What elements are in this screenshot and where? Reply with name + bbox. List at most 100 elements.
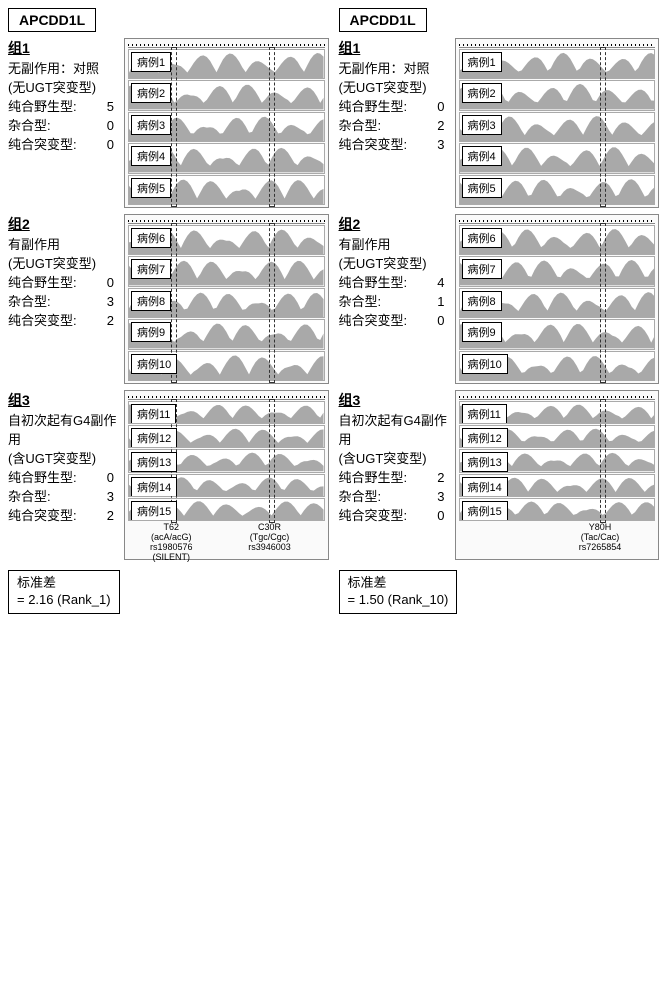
count-value: 2 xyxy=(107,312,114,331)
tracks-container: 病例11 病例12 病例13 病例14 病例15 xyxy=(128,401,325,521)
case-label: 病例5 xyxy=(131,178,171,198)
count-label: 纯合野生型: xyxy=(8,274,77,293)
group-subtitle: 自初次起有G4副作用 xyxy=(339,412,449,450)
group-text: 组2 有副作用 (无UGT突变型) 纯合野生型:4 杂合型:1 纯合突变型:0 xyxy=(339,214,449,384)
coverage-track: 病例14 xyxy=(459,474,656,497)
group-title: 组2 xyxy=(8,214,118,234)
group-note: (无UGT突变型) xyxy=(8,79,118,98)
count-value: 2 xyxy=(437,117,444,136)
variant-annotation-row: Y80H(Tac/Cac)rs7265854 xyxy=(459,523,656,557)
group-title: 组3 xyxy=(339,390,449,410)
group-subtitle: 有副作用 xyxy=(8,236,118,255)
right-group-2: 组2 有副作用 (无UGT突变型) 纯合野生型:4 杂合型:1 纯合突变型:0 … xyxy=(339,214,660,384)
coverage-track: 病例6 xyxy=(459,225,656,255)
count-value: 1 xyxy=(437,293,444,312)
count-label: 纯合野生型: xyxy=(8,98,77,117)
case-label: 病例15 xyxy=(131,501,177,521)
count-value: 0 xyxy=(107,469,114,488)
count-label: 纯合突变型: xyxy=(8,507,77,526)
group-text: 组3 自初次起有G4副作用 (含UGT突变型) 纯合野生型:0 杂合型:3 纯合… xyxy=(8,390,118,560)
gene-label-left: APCDD1L xyxy=(8,8,96,32)
coverage-chart: 病例6 病例7 病例8 病例9 病例10 xyxy=(455,214,660,384)
gene-label-right: APCDD1L xyxy=(339,8,427,32)
coverage-track: 病例14 xyxy=(128,474,325,497)
case-label: 病例7 xyxy=(462,259,502,279)
coverage-track: 病例1 xyxy=(128,49,325,79)
tracks-container: 病例6 病例7 病例8 病例9 病例10 xyxy=(459,225,656,381)
count-value: 0 xyxy=(437,507,444,526)
case-label: 病例4 xyxy=(462,146,502,166)
count-label: 杂合型: xyxy=(8,488,51,507)
variant-annotation: T62(acA/acG)rs1980576(SILENT) xyxy=(150,523,193,563)
coverage-track: 病例15 xyxy=(459,498,656,521)
case-label: 病例5 xyxy=(462,178,502,198)
coverage-track: 病例13 xyxy=(128,449,325,472)
coverage-track: 病例9 xyxy=(459,319,656,349)
case-label: 病例10 xyxy=(131,354,177,374)
case-label: 病例4 xyxy=(131,146,171,166)
case-label: 病例11 xyxy=(462,404,507,424)
case-label: 病例1 xyxy=(462,52,502,72)
coverage-track: 病例11 xyxy=(128,401,325,424)
genome-ruler xyxy=(459,394,656,400)
count-value: 3 xyxy=(107,488,114,507)
coverage-chart: 病例11病例12 病例13病例14 病例15 Y80H(Tac/Cac)rs72658… xyxy=(455,390,660,560)
coverage-track: 病例9 xyxy=(128,319,325,349)
left-column: APCDD1L 组1 无副作用：对照 (无UGT突变型) 纯合野生型: 5 杂合型… xyxy=(8,8,329,992)
coverage-track: 病例8 xyxy=(128,288,325,318)
coverage-track: 病例3 xyxy=(459,112,656,142)
count-label: 纯合野生型: xyxy=(8,469,77,488)
count-value: 0 xyxy=(437,312,444,331)
sd-value: = 2.16 (Rank_1) xyxy=(17,592,111,607)
case-label: 病例2 xyxy=(462,83,502,103)
right-column: APCDD1L 组1 无副作用：对照 (无UGT突变型) 纯合野生型:0 杂合型… xyxy=(339,8,660,992)
case-label: 病例15 xyxy=(462,501,508,521)
page: APCDD1L 组1 无副作用：对照 (无UGT突变型) 纯合野生型: 5 杂合型… xyxy=(8,8,659,992)
count-label: 纯合突变型: xyxy=(339,507,408,526)
case-label: 病例9 xyxy=(131,322,171,342)
count-value: 3 xyxy=(437,488,444,507)
group-note: (含UGT突变型) xyxy=(8,450,118,469)
variant-annotation: C30R(Tgc/Cgc)rs3946003 xyxy=(248,523,291,553)
tracks-container: 病例6病例7病例8病例9病例10 xyxy=(128,225,325,381)
group-note: (无UGT突变型) xyxy=(339,79,449,98)
count-value: 2 xyxy=(437,469,444,488)
count-label: 纯合野生型: xyxy=(339,274,408,293)
case-label: 病例3 xyxy=(131,115,171,135)
genome-ruler xyxy=(128,394,325,400)
count-value: 0 xyxy=(107,117,114,136)
case-label: 病例12 xyxy=(131,428,177,448)
count-value: 5 xyxy=(107,98,114,117)
case-label: 病例8 xyxy=(462,291,502,311)
count-label: 纯合突变型: xyxy=(8,136,77,155)
group-subtitle: 无副作用：对照 xyxy=(8,60,118,79)
case-label: 病例14 xyxy=(131,477,177,497)
variant-annotation: Y80H(Tac/Cac)rs7265854 xyxy=(579,523,622,553)
count-label: 杂合型: xyxy=(339,488,382,507)
count-label: 杂合型: xyxy=(8,117,51,136)
count-label: 纯合突变型: xyxy=(339,312,408,331)
case-label: 病例1 xyxy=(131,52,171,72)
coverage-track: 病例3 xyxy=(128,112,325,142)
coverage-chart: 病例11 病例12 病例13 病例14 病例15T62(acA/acG)rs198057… xyxy=(124,390,329,560)
count-value: 0 xyxy=(437,98,444,117)
coverage-track: 病例5 xyxy=(128,175,325,205)
sd-box-left: 标准差 = 2.16 (Rank_1) xyxy=(8,570,120,614)
group-subtitle: 无副作用：对照 xyxy=(339,60,449,79)
left-group-3: 组3 自初次起有G4副作用 (含UGT突变型) 纯合野生型:0 杂合型:3 纯合… xyxy=(8,390,329,560)
genome-ruler xyxy=(128,218,325,224)
case-label: 病例10 xyxy=(462,354,508,374)
tracks-container: 病例1 病例2 病例3 病例4 病例5 xyxy=(459,49,656,205)
coverage-track: 病例7 xyxy=(459,256,656,286)
count-label: 纯合突变型: xyxy=(8,312,77,331)
coverage-track: 病例12 xyxy=(459,425,656,448)
count-label: 杂合型: xyxy=(8,293,51,312)
count-label: 纯合突变型: xyxy=(339,136,408,155)
group-title: 组2 xyxy=(339,214,449,234)
coverage-track: 病例2 xyxy=(459,80,656,110)
case-label: 病例13 xyxy=(131,452,177,472)
count-label: 杂合型: xyxy=(339,117,382,136)
case-label: 病例13 xyxy=(462,452,508,472)
count-value: 0 xyxy=(107,136,114,155)
group-title: 组1 xyxy=(8,38,118,58)
